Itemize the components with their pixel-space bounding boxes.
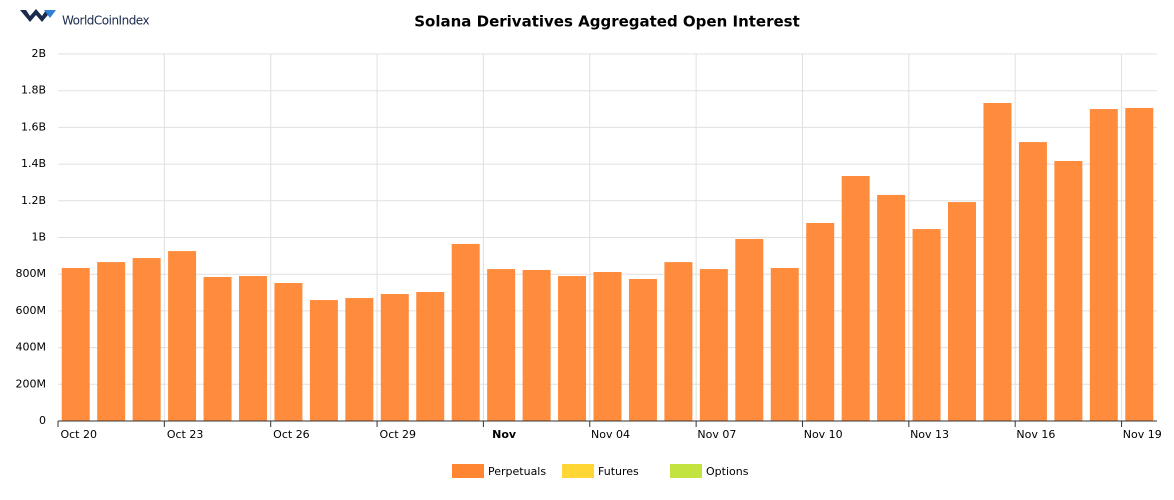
- x-tick-label: Oct 20: [60, 428, 97, 441]
- x-tick-label: Nov 07: [697, 428, 736, 441]
- logo-text: WorldCoinIndex: [62, 14, 149, 28]
- legend-swatch: [562, 464, 594, 478]
- y-tick-label: 0: [39, 414, 46, 427]
- bar: [1089, 109, 1118, 422]
- bar: [416, 291, 445, 421]
- bar: [451, 243, 480, 421]
- y-tick-label: 1.2B: [21, 194, 46, 207]
- bar: [664, 262, 693, 421]
- legend-label: Options: [706, 465, 749, 478]
- bar: [97, 262, 126, 421]
- y-tick-label: 1.4B: [21, 157, 46, 170]
- y-tick-label: 1B: [31, 231, 46, 244]
- bar: [841, 176, 870, 421]
- bar: [61, 267, 90, 421]
- bar: [274, 283, 303, 421]
- bar: [380, 294, 409, 421]
- logo-icon: [44, 10, 56, 18]
- x-tick-label: Nov 13: [910, 428, 949, 441]
- y-tick-label: 600M: [16, 304, 47, 317]
- bar: [699, 269, 728, 421]
- y-tick-label: 400M: [16, 341, 47, 354]
- bar: [238, 276, 267, 421]
- y-tick-label: 200M: [16, 377, 47, 390]
- bar: [593, 271, 622, 421]
- y-tick-label: 1.8B: [21, 84, 46, 97]
- bar: [1018, 142, 1047, 421]
- x-tick-label: Nov 16: [1016, 428, 1055, 441]
- y-tick-label: 2B: [31, 47, 46, 60]
- x-tick-label: Nov 10: [804, 428, 843, 441]
- x-tick-label: Oct 29: [380, 428, 417, 441]
- logo-icon: [20, 9, 52, 22]
- x-tick-label: Nov: [492, 428, 517, 441]
- bar: [203, 276, 232, 421]
- legend-label: Perpetuals: [488, 465, 546, 478]
- logo: WorldCoinIndex: [20, 9, 150, 28]
- bar: [877, 194, 906, 421]
- bar: [806, 223, 835, 421]
- legend-label: Futures: [598, 465, 639, 478]
- legend-swatch: [670, 464, 702, 478]
- bar: [309, 300, 338, 421]
- y-tick-label: 800M: [16, 267, 47, 280]
- bar: [1054, 160, 1083, 421]
- legend-swatch: [452, 464, 484, 478]
- x-tick-label: Oct 23: [167, 428, 204, 441]
- chart-title: Solana Derivatives Aggregated Open Inter…: [414, 13, 800, 31]
- bar: [628, 278, 657, 421]
- bar: [558, 276, 587, 421]
- x-tick-label: Nov 04: [591, 428, 630, 441]
- bar: [735, 238, 764, 421]
- y-tick-label: 1.6B: [21, 120, 46, 133]
- bar: [770, 267, 799, 421]
- bar: [168, 251, 197, 421]
- bar: [948, 202, 977, 421]
- bar: [983, 102, 1012, 421]
- x-tick-label: Nov 19: [1123, 428, 1162, 441]
- bar: [522, 269, 551, 421]
- bar: [487, 269, 516, 421]
- bar: [132, 258, 161, 421]
- bar: [1125, 107, 1154, 421]
- bar: [912, 229, 941, 421]
- x-tick-label: Oct 26: [273, 428, 310, 441]
- bar: [345, 298, 374, 421]
